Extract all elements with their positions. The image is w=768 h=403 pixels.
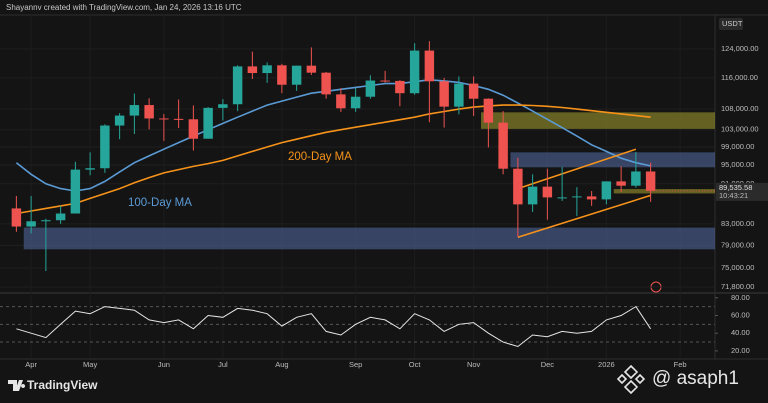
candle-body	[616, 181, 626, 186]
rsi-tick-label: 40.00	[731, 328, 750, 337]
candle-body	[336, 94, 346, 109]
zone	[481, 112, 715, 129]
y-tick-label: 116,000.00	[721, 73, 758, 82]
x-tick-label: Sep	[349, 360, 362, 369]
candle-body	[144, 105, 154, 119]
candle-body	[409, 50, 420, 94]
watermark-group: @ asaph1	[616, 364, 739, 395]
x-tick-label: Nov	[467, 360, 481, 369]
candle-body	[321, 72, 331, 95]
candle-body	[188, 119, 199, 139]
x-tick-label: Jun	[158, 360, 170, 369]
countdown: 10:43:21	[719, 191, 748, 200]
rsi-tick-label: 20.00	[731, 346, 750, 355]
candle-body	[468, 83, 479, 99]
y-tick-label: 99,000.00	[721, 142, 754, 151]
y-tick-label: 75,000.00	[721, 263, 754, 272]
candle-body	[159, 118, 169, 120]
y-tick-label: 108,000.00	[721, 104, 759, 113]
candle-body	[483, 98, 494, 123]
zone	[613, 189, 715, 194]
x-tick-label: 2026	[598, 360, 615, 369]
candle-body	[380, 80, 390, 82]
last-price: 89,535.58	[719, 183, 752, 192]
watermark: @ asaph1	[652, 368, 739, 389]
candle-body	[291, 65, 302, 85]
candle-body	[454, 83, 464, 107]
candle-body	[395, 80, 405, 94]
zone	[23, 227, 715, 250]
candle-body	[262, 65, 272, 74]
y-tick-label: 95,000.00	[721, 160, 754, 169]
candle-body	[645, 171, 656, 191]
y-tick-label: 71,800.00	[721, 282, 754, 291]
trendline	[517, 148, 637, 190]
candle-body	[70, 169, 81, 214]
x-tick-label: Jul	[218, 360, 228, 369]
ma-label: 100-Day MA	[128, 197, 192, 209]
trendline	[517, 194, 651, 238]
last-price-box	[716, 182, 768, 201]
candle-body	[55, 213, 66, 221]
candle-body	[498, 122, 508, 169]
candle-body	[114, 115, 125, 126]
ma-line	[16, 104, 651, 215]
candle-body	[572, 196, 582, 198]
candle-body	[85, 168, 95, 170]
candle-body	[232, 66, 243, 105]
candle-body	[601, 181, 612, 200]
candle-body	[247, 66, 258, 74]
x-tick-label: Dec	[541, 360, 555, 369]
candle-body	[203, 107, 213, 139]
y-tick-label: 124,000.00	[721, 44, 759, 53]
y-tick-label: 103,000.00	[721, 125, 759, 134]
x-tick-label: Aug	[275, 360, 288, 369]
x-tick-label: Oct	[409, 360, 422, 369]
candle-body	[41, 220, 51, 222]
x-tick-label: May	[83, 360, 97, 369]
candle-body	[527, 186, 538, 205]
candle-body	[513, 168, 523, 205]
y-tick-label: 79,000.00	[721, 240, 754, 249]
candle-body	[439, 81, 449, 107]
candle-body	[11, 208, 22, 227]
binance-icon	[616, 364, 646, 395]
candle-body	[365, 80, 376, 97]
header: Shayannv created with TradingView.com, J…	[6, 3, 242, 12]
candle-body	[557, 197, 567, 199]
candle-body	[129, 105, 140, 116]
logo: TradingView	[8, 378, 98, 392]
candle-body	[350, 96, 361, 109]
currency-box	[719, 18, 743, 30]
candle-body	[631, 171, 641, 186]
currency: USDT	[722, 19, 743, 28]
candle-body	[100, 125, 110, 169]
candle-body	[542, 186, 553, 198]
candle-body	[173, 118, 184, 120]
x-tick-label: Feb	[674, 360, 687, 369]
candle-body	[586, 196, 597, 200]
brand: TradingView	[27, 378, 98, 392]
ma-line	[15, 78, 651, 192]
x-tick-label: Apr	[25, 360, 37, 369]
candle-body	[26, 221, 36, 227]
y-tick-label: 83,000.00	[721, 219, 754, 228]
rsi-line	[16, 305, 652, 348]
tv-icon	[8, 380, 26, 391]
rsi-tick-label: 80.00	[731, 293, 750, 302]
candle-body	[218, 104, 228, 108]
ma-label: 200-Day MA	[288, 151, 352, 163]
candle-body	[277, 65, 287, 85]
candle-body	[424, 50, 435, 82]
rsi-tick-label: 60.00	[731, 310, 750, 319]
zone	[510, 152, 715, 168]
candle-body	[306, 65, 317, 73]
